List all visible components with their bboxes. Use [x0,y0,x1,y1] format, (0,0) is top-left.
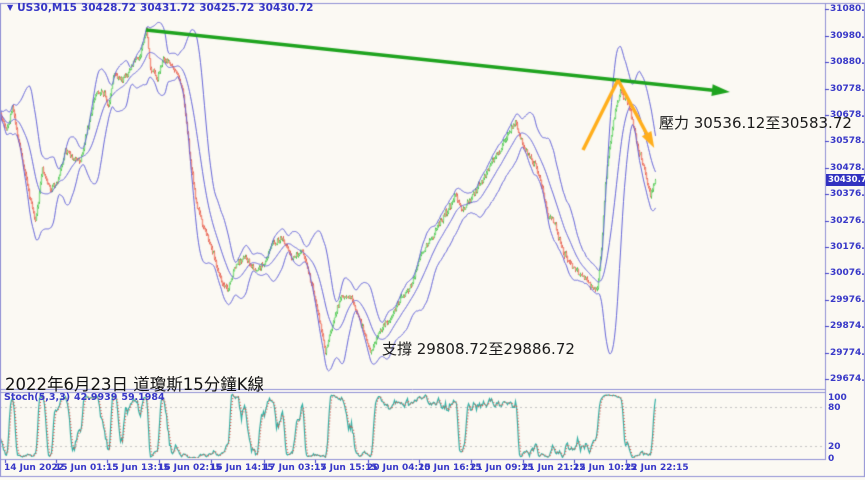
stoch-scale-label: 0 [828,454,835,464]
price-tick-label: 29874.60 [830,321,865,332]
time-tick-label: 15 Jun 13:15 [106,463,170,473]
stochastic-name: Stoch(5,3,3) [4,392,71,403]
support-annotation[interactable]: 支撐 29808.72至29886.72 [382,340,575,358]
time-tick-label: 21 Jun 09:15 [470,463,534,473]
stoch-scale-label: 20 [828,442,841,452]
price-tick-label: 30276.60 [830,215,865,226]
price-tick-label: 29674.60 [830,374,865,385]
date-note-annotation[interactable]: 2022年6月23日 道瓊斯15分鐘K線 [5,375,265,394]
price-tick-label: 30578.60 [830,136,865,147]
symbol-dropdown-icon[interactable]: ▼ [7,3,14,12]
time-tick-label: 17 Jun 15:15 [314,463,378,473]
time-tick-label: 20 Jun 16:15 [418,463,482,473]
stochastic-d-value: 59.1984 [121,392,165,403]
stochastic-k-value: 42.9939 [74,392,118,403]
resistance-annotation[interactable]: 壓力 30536.12至30583.72 [659,114,852,132]
time-tick-label: 17 Jun 03:15 [263,463,327,473]
price-tick-label: 30176.60 [830,242,865,252]
time-tick-label: 16 Jun 02:15 [158,463,222,473]
stoch-scale-label: 100 [828,393,847,403]
price-tick-label: 30778.60 [830,83,865,94]
price-tick-label: 29774.60 [830,347,865,358]
time-tick-label: 15 Jun 01:15 [55,463,119,473]
price-tick-label: 29976.60 [830,294,865,305]
time-tick-label: 21 Jun 21:15 [522,463,586,473]
time-tick-label: 20 Jun 04:15 [367,463,431,473]
time-tick-label: 14 Jun 2022 [4,463,65,473]
symbol-period-label: US30,M15 [17,2,77,14]
ohlc-close: 30430.72 [258,2,314,14]
price-tick-label: 30478.60 [830,162,865,173]
price-tick-label: 31080.60 [830,4,865,15]
price-tick-label: 30376.60 [830,189,865,200]
ohlc-low: 30425.72 [199,2,255,14]
price-axis[interactable] [826,3,865,460]
chart-header: ▼ US30,M15 30428.72 30431.72 30425.72 30430.7… [7,3,317,14]
price-tick-label: 30076.60 [830,268,865,279]
time-tick-label: 22 Jun 10:15 [573,463,637,473]
time-tick-label: 22 Jun 22:15 [625,463,689,473]
stoch-scale-label: 80 [828,403,841,413]
price-tick-label: 30980.60 [830,30,865,41]
price-tick-label: 30880.60 [830,56,865,67]
ohlc-open: 30428.72 [80,2,137,14]
last-price-badge: 30430.72 [826,174,865,187]
price-tick-label: 30678.60 [830,110,865,120]
stochastic-label: Stoch(5,3,3) 42.9939 59.1984 [4,392,169,403]
ohlc-high: 30431.72 [140,2,196,14]
time-tick-label: 16 Jun 14:15 [210,463,274,473]
